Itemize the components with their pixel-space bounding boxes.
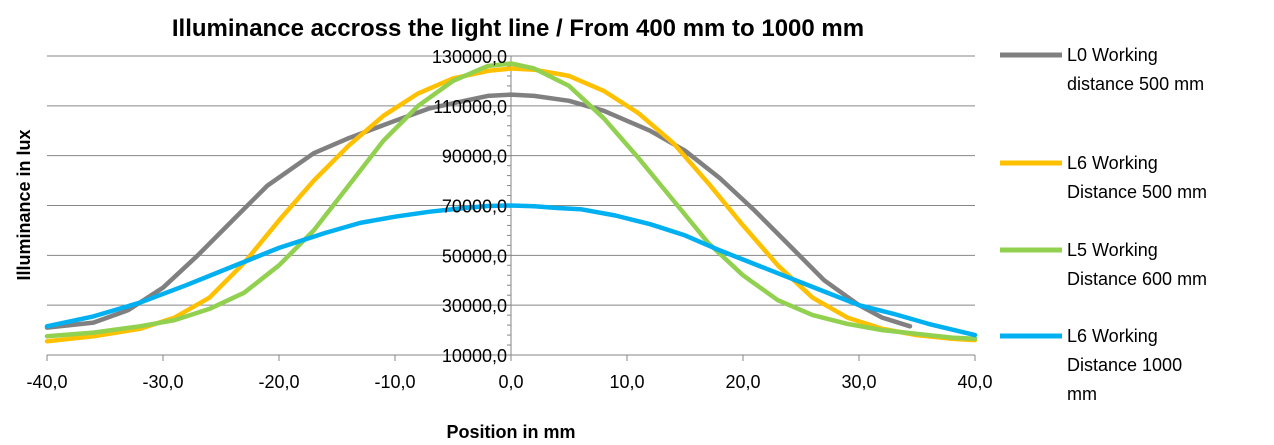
y-tick-label: 70000,0 [442, 197, 507, 217]
legend-item: L0 Working distance 500 mm [1000, 45, 1204, 94]
legend-label: distance 500 mm [1067, 74, 1204, 94]
legend-label: L6 Working [1067, 153, 1158, 173]
legend-label: L5 Working [1067, 240, 1158, 260]
x-tick-label: -30,0 [142, 372, 183, 392]
y-tick-label: 90000,0 [442, 147, 507, 167]
legend-label: Distance 500 mm [1067, 182, 1207, 202]
x-tick-label: -20,0 [258, 372, 299, 392]
y-tick-label: 50000,0 [442, 246, 507, 266]
series-line [44, 203, 978, 338]
legend-item: L6 Working Distance 500 mm [1000, 153, 1207, 202]
x-tick-label: -40,0 [26, 372, 67, 392]
x-tick-label: 30,0 [841, 372, 876, 392]
legend: L0 Working distance 500 mm L6 Working Dista… [1000, 45, 1207, 404]
x-tick-label: 20,0 [725, 372, 760, 392]
legend-item: L5 Working Distance 600 mm [1000, 240, 1207, 289]
tick-labels: -40,0 -30,0 -20,0 -10,0 0,0 10,0 20,0 30,0 40,0 1… [26, 47, 992, 392]
legend-item: L6 Working Distance 1000 mm [1000, 326, 1182, 404]
y-tick-label: 110000,0 [433, 97, 507, 117]
series-line [44, 61, 978, 342]
legend-label: L6 Working [1067, 326, 1158, 346]
y-axis-title: Illuminance in lux [14, 129, 34, 280]
chart-title: Illuminance accross the light line / Fro… [172, 15, 864, 42]
legend-label: Distance 1000 [1067, 355, 1182, 375]
x-tick-label: -10,0 [374, 372, 415, 392]
y-tick-label: 130000,0 [432, 47, 507, 67]
series-lines [44, 61, 978, 344]
y-tick-label: 30000,0 [442, 296, 507, 316]
x-tick-label: 10,0 [609, 372, 644, 392]
series-line [44, 92, 913, 330]
y-tick-label: 10000,0 [442, 346, 507, 366]
legend-label: Distance 600 mm [1067, 269, 1207, 289]
x-tick-label: 0,0 [498, 372, 523, 392]
series-line [44, 66, 978, 344]
legend-label: mm [1067, 384, 1097, 404]
x-tick-label: 40,0 [957, 372, 992, 392]
x-axis-title: Position in mm [446, 422, 575, 442]
legend-label: L0 Working [1067, 45, 1158, 65]
